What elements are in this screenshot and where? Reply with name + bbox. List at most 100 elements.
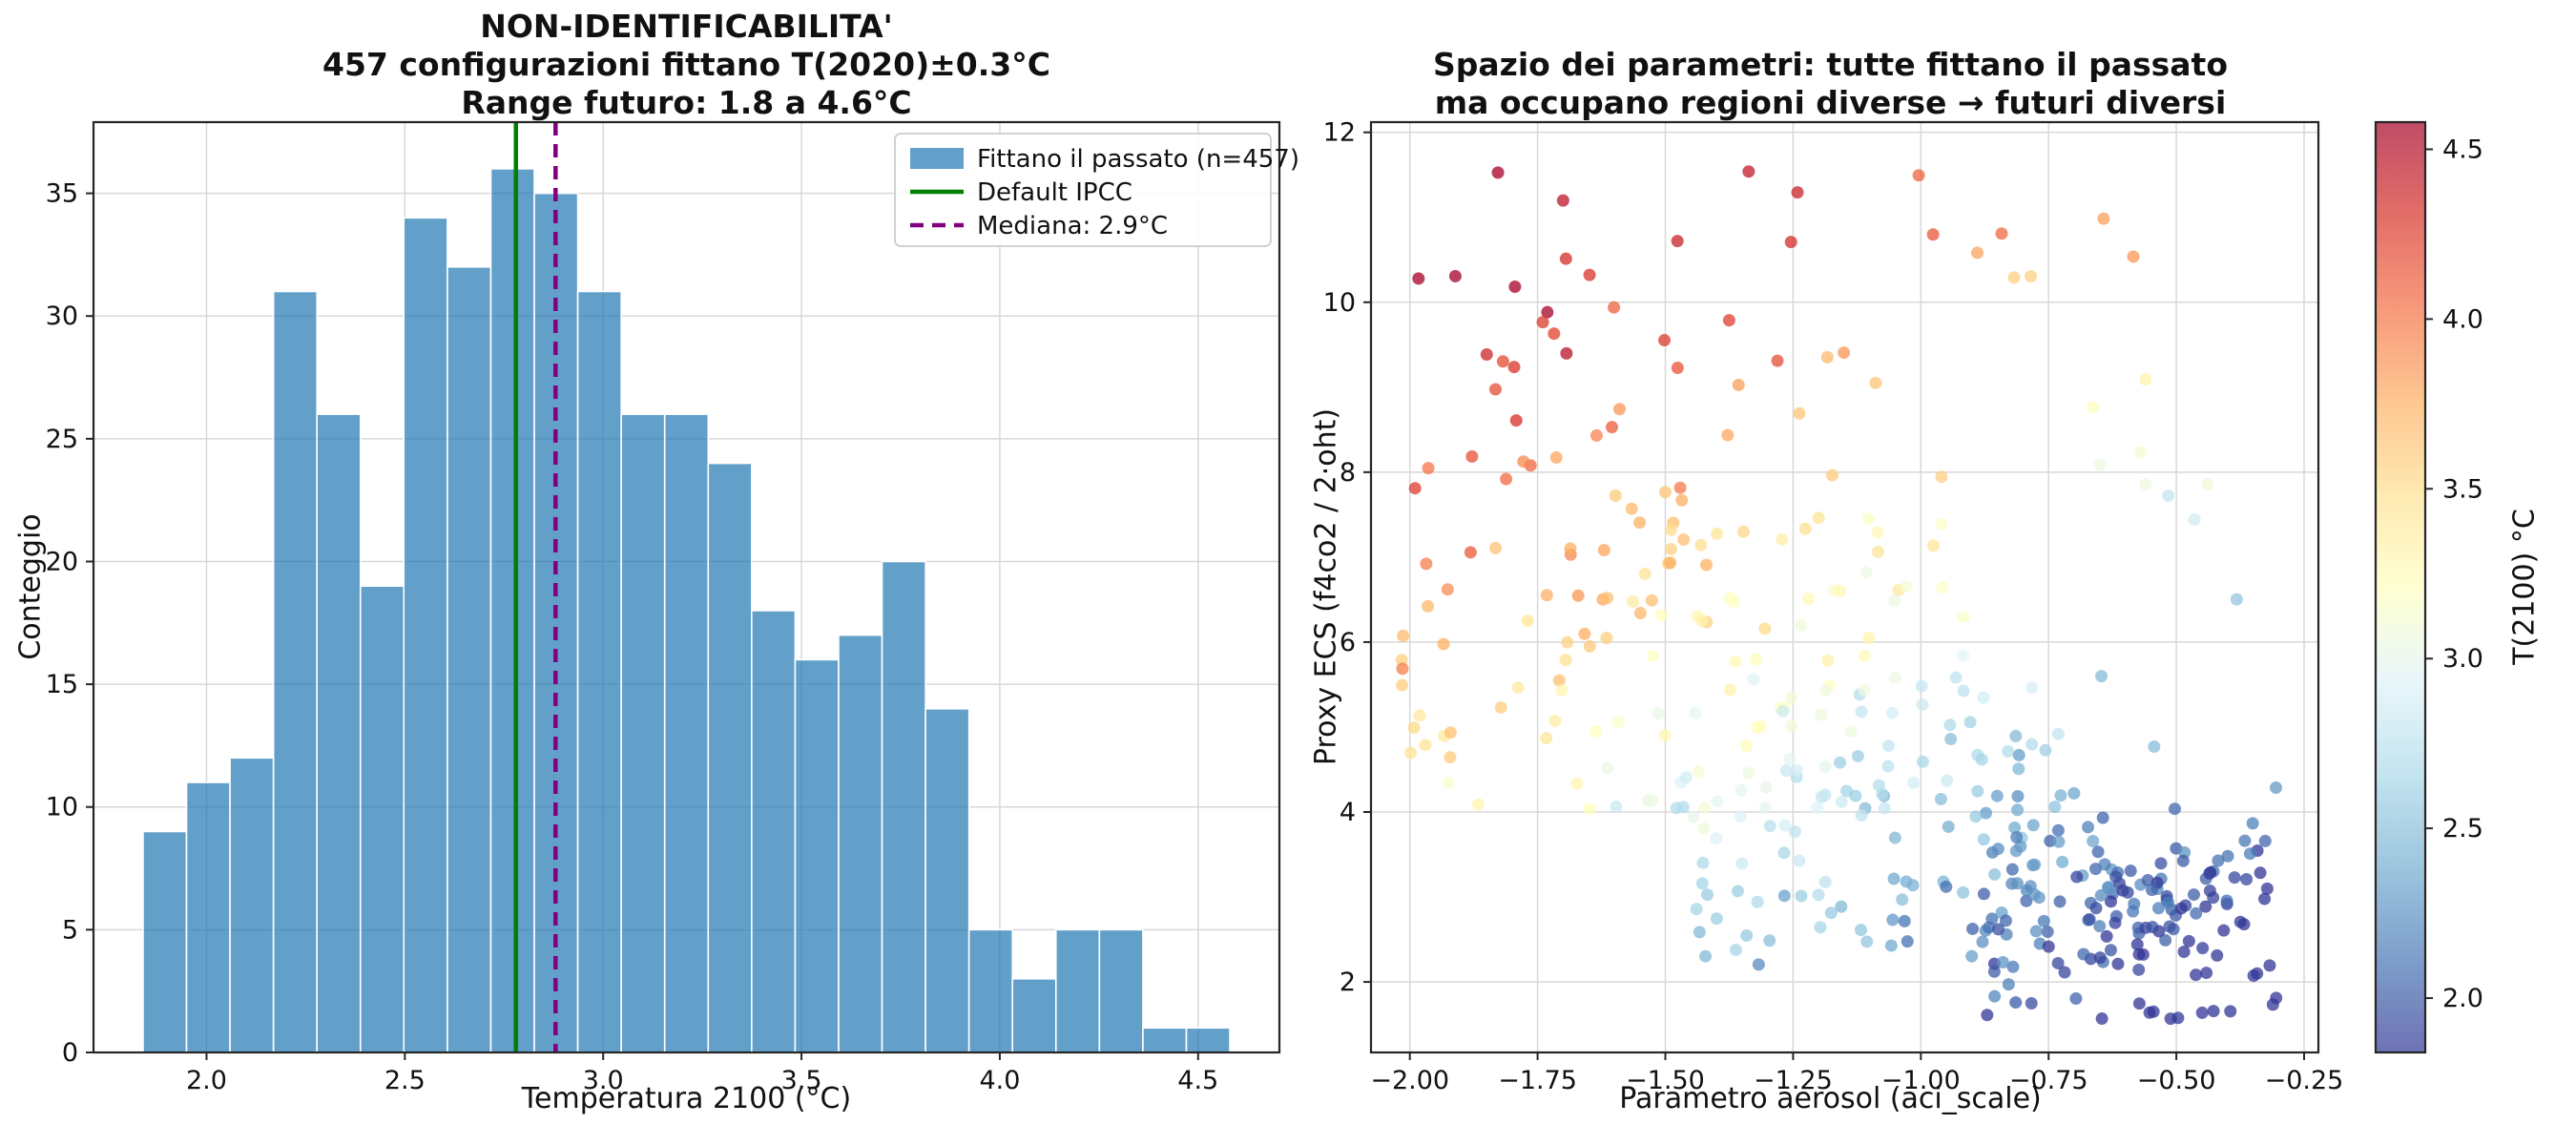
- scatter-point: [1750, 653, 1763, 666]
- scatter-point: [1815, 790, 1828, 803]
- scatter-point: [1412, 272, 1425, 285]
- scatter-point: [2025, 270, 2038, 283]
- scatter-point: [1871, 526, 1884, 539]
- scatter-point: [1916, 755, 1929, 768]
- scatter-point: [1559, 252, 1572, 265]
- scatter-point: [2151, 902, 2165, 915]
- scatter-point: [1676, 801, 1690, 814]
- scatter-point: [2111, 957, 2125, 970]
- scatter-point: [2139, 373, 2152, 386]
- y-tick-label: 0: [62, 1038, 78, 1068]
- scatter-point: [1695, 877, 1709, 890]
- scatter-point: [1791, 186, 1804, 199]
- scatter-point: [1965, 949, 1979, 963]
- scatter-point: [1985, 912, 1999, 926]
- scatter-point: [1556, 194, 1569, 207]
- scatter-point: [2029, 925, 2043, 938]
- scatter-point: [2104, 944, 2117, 957]
- scatter-point: [2132, 963, 2146, 976]
- scatter-point: [2212, 854, 2225, 867]
- scatter-point: [2109, 870, 2123, 884]
- scatter-point: [1555, 683, 1568, 697]
- scatter-point: [1732, 378, 1745, 391]
- scatter-point: [1521, 614, 1534, 627]
- scatter-point: [2069, 991, 2083, 1005]
- legend-label: Fittano il passato (n=457): [977, 145, 1299, 174]
- scatter-point: [1509, 414, 1523, 427]
- scatter-point: [1788, 825, 1801, 839]
- scatter-point: [2097, 212, 2110, 225]
- scatter-point: [1735, 783, 1748, 797]
- scatter-point: [2263, 959, 2276, 972]
- scatter-point: [1821, 654, 1835, 667]
- scatter-point: [2146, 921, 2159, 934]
- scatter-point: [1488, 383, 1502, 396]
- scatter-point: [1541, 305, 1554, 319]
- hist-bar: [1054, 928, 1101, 1053]
- legend-label: Mediana: 2.9°C: [977, 212, 1168, 240]
- scatter-point: [1698, 802, 1712, 815]
- scatter-point: [1494, 700, 1507, 714]
- scatter-title-line2: ma occupano regioni diverse → futuri div…: [1434, 84, 2227, 121]
- scatter-point: [1855, 705, 1868, 718]
- scatter-point: [1508, 281, 1522, 294]
- scatter-point: [2130, 938, 2144, 951]
- scatter-point: [1887, 872, 1901, 885]
- hist-bar: [1011, 978, 1057, 1053]
- scatter-point: [2011, 803, 2025, 817]
- scatter-point: [2025, 997, 2038, 1010]
- scatter-point: [1975, 753, 1988, 766]
- hist-bar: [272, 290, 319, 1053]
- scatter-point: [1589, 428, 1603, 442]
- scatter-point: [1658, 334, 1672, 347]
- scatter-point: [1896, 893, 1909, 906]
- scatter-point: [1987, 965, 2001, 978]
- scatter-point: [2243, 847, 2256, 861]
- scatter-point: [1900, 580, 1913, 593]
- scatter-point: [1711, 795, 1724, 808]
- scatter-point: [1610, 801, 1623, 814]
- scatter-title: Spazio dei parametri: tutte fittano il p…: [1371, 46, 2290, 122]
- colorbar-tick-label: 2.5: [2442, 814, 2483, 843]
- scatter-point: [1771, 354, 1784, 367]
- scatter-point: [1589, 724, 1602, 738]
- scatter-point: [1507, 361, 1521, 374]
- hist-bar: [620, 413, 666, 1053]
- x-tick-label: 2.0: [186, 1066, 227, 1095]
- histogram-title-line2: 457 configurazioni fittano T(2020)±0.3°C: [322, 46, 1050, 83]
- scatter-point: [1448, 269, 1462, 282]
- scatter-point: [2087, 401, 2100, 414]
- scatter-point: [2083, 912, 2096, 926]
- scatter-point: [1906, 879, 1920, 892]
- scatter-point: [1871, 545, 1884, 558]
- scatter-point: [1758, 622, 1772, 635]
- scatter-point: [1396, 678, 1409, 692]
- scatter-point: [2054, 789, 2067, 802]
- hist-bar: [881, 560, 926, 1053]
- colorbar-tick-label: 3.0: [2442, 644, 2483, 674]
- legend-patch: [910, 148, 964, 169]
- scatter-point: [1957, 610, 1970, 623]
- scatter-point: [1742, 766, 1755, 780]
- scatter-point: [1991, 923, 2005, 936]
- scatter-point: [1646, 794, 1659, 807]
- scatter-point: [1696, 856, 1710, 869]
- scatter-point: [1820, 350, 1834, 364]
- scatter-point: [2159, 933, 2172, 947]
- scatter-point: [1990, 789, 2004, 802]
- scatter-point: [1936, 581, 1949, 594]
- scatter-point: [2132, 997, 2146, 1010]
- scatter-point: [2207, 1005, 2220, 1018]
- scatter-point: [1763, 820, 1776, 833]
- scatter-point: [1625, 502, 1638, 515]
- scatter-point: [1884, 939, 1898, 952]
- scatter-point: [2095, 1012, 2109, 1026]
- scatter-point: [2011, 789, 2025, 802]
- scatter-point: [2009, 996, 2023, 1010]
- scatter-point: [1597, 544, 1610, 557]
- scatter-point: [2199, 900, 2212, 913]
- scatter-point: [2051, 956, 2065, 969]
- scatter-point: [1795, 889, 1808, 903]
- scatter-point: [1747, 673, 1760, 686]
- scatter-point: [1735, 857, 1749, 870]
